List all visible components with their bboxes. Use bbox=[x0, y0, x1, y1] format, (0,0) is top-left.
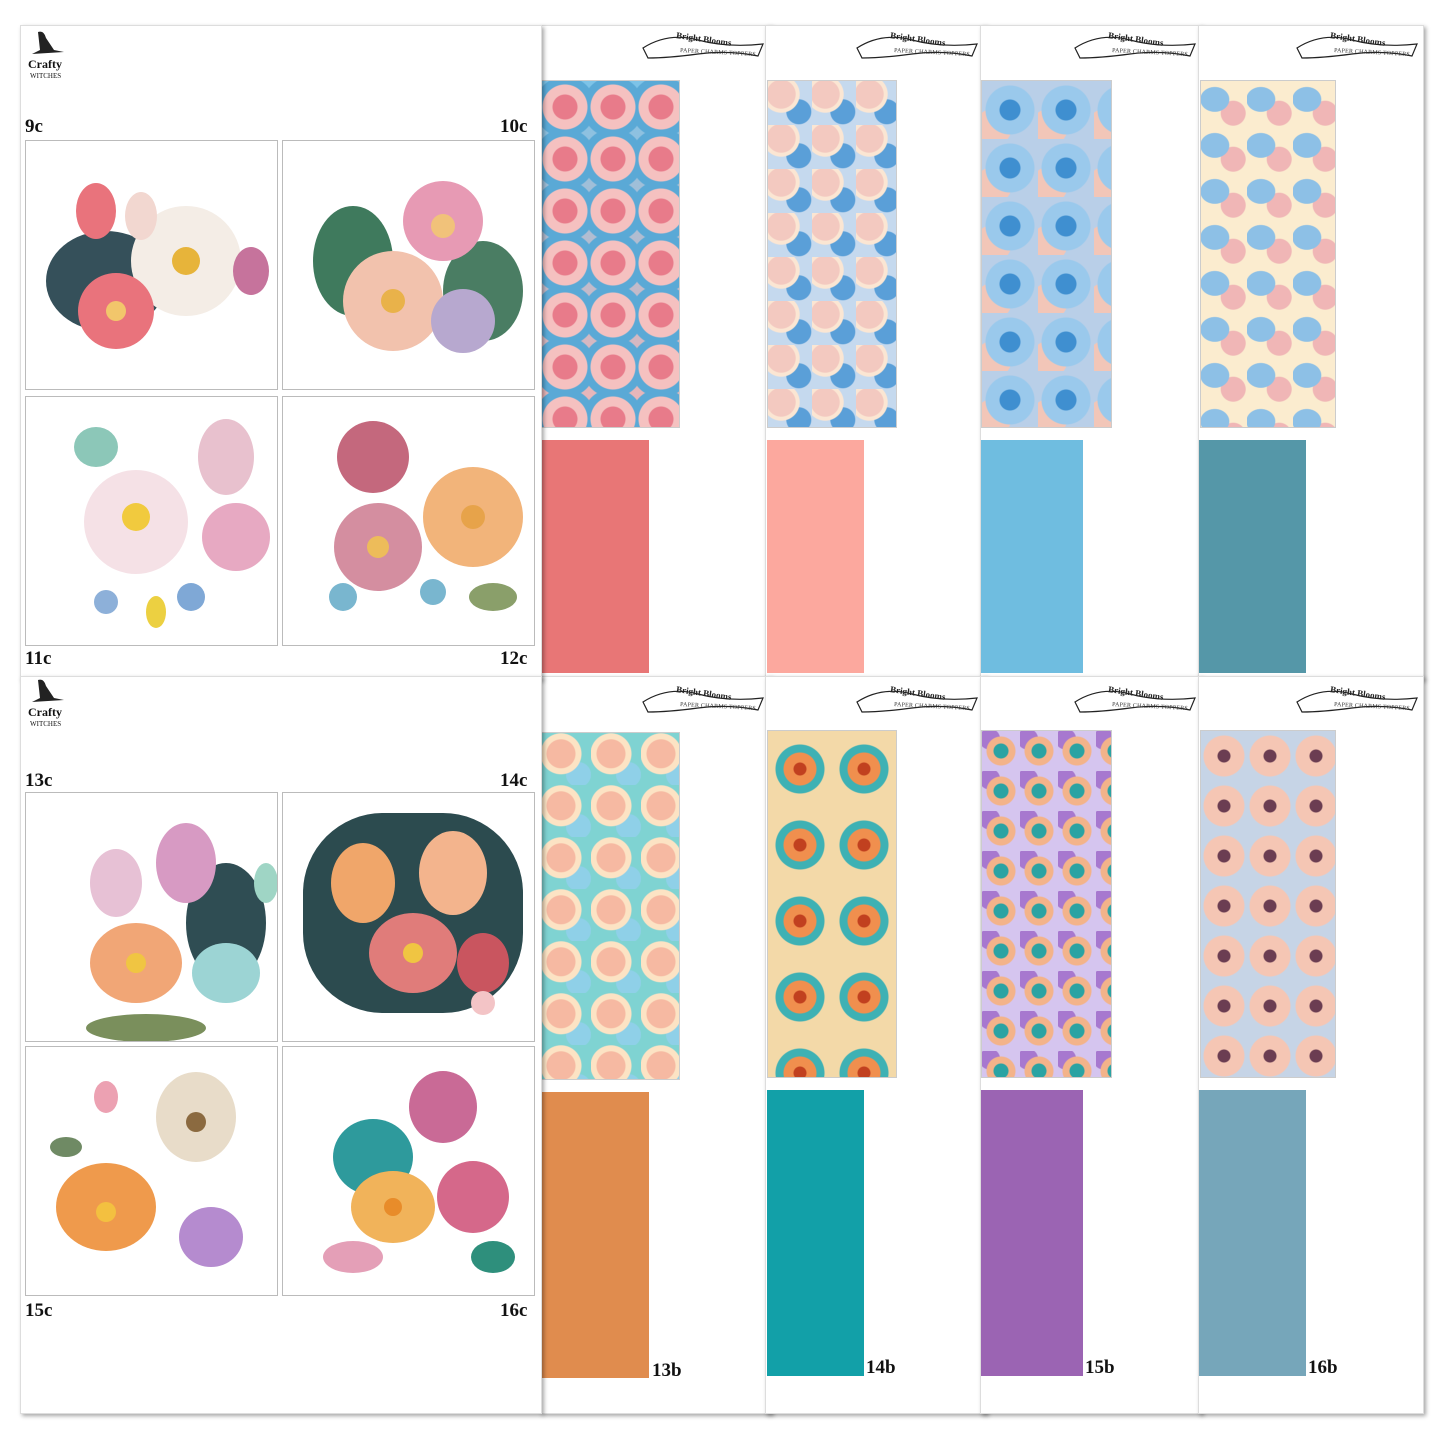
svg-text:Crafty: Crafty bbox=[28, 705, 62, 719]
flower-bouquet-tile bbox=[282, 140, 535, 390]
floral-pattern-strip bbox=[767, 80, 897, 428]
flower-bouquet-tile bbox=[25, 396, 278, 646]
flower-bouquet-tile bbox=[25, 792, 278, 1042]
flower-bouquet-tile bbox=[282, 792, 535, 1042]
tile-label: 11c bbox=[25, 648, 52, 669]
flower-bouquet-tile bbox=[25, 140, 278, 390]
color-swatch bbox=[1199, 1090, 1306, 1376]
strip-label: 15b bbox=[1085, 1357, 1115, 1378]
color-swatch bbox=[767, 1090, 864, 1376]
floral-pattern-strip bbox=[540, 80, 680, 428]
tile-label: 12c bbox=[500, 648, 528, 669]
tile-label: 13c bbox=[25, 770, 53, 791]
svg-text:Crafty: Crafty bbox=[28, 57, 62, 71]
floral-pattern-strip bbox=[767, 730, 897, 1078]
strip-label: 16b bbox=[1308, 1357, 1338, 1378]
strip-label: 13b bbox=[652, 1360, 682, 1381]
floral-pattern-strip bbox=[1200, 730, 1336, 1078]
flower-bouquet-tile bbox=[282, 396, 535, 646]
crafty-witches-logo: Crafty WITCHES bbox=[24, 28, 72, 84]
flower-bouquet-tile bbox=[25, 1046, 278, 1296]
color-swatch bbox=[541, 1092, 649, 1378]
tile-label: 15c bbox=[25, 1300, 53, 1321]
floral-pattern-strip bbox=[1200, 80, 1336, 428]
color-swatch bbox=[981, 1090, 1083, 1376]
topper-sheet-bottom bbox=[20, 676, 542, 1414]
tile-label: 9c bbox=[25, 116, 43, 137]
crafty-witches-logo: Crafty WITCHES bbox=[24, 676, 72, 732]
color-swatch bbox=[1199, 440, 1306, 673]
color-swatch bbox=[767, 440, 864, 673]
color-swatch bbox=[541, 440, 649, 673]
tile-label: 14c bbox=[500, 770, 528, 791]
tile-label: 16c bbox=[500, 1300, 528, 1321]
floral-pattern-strip bbox=[540, 732, 680, 1080]
tile-label: 10c bbox=[500, 116, 528, 137]
svg-text:WITCHES: WITCHES bbox=[30, 72, 61, 80]
floral-pattern-strip bbox=[981, 80, 1112, 428]
strip-label: 14b bbox=[866, 1357, 896, 1378]
svg-text:WITCHES: WITCHES bbox=[30, 720, 61, 728]
flower-bouquet-tile bbox=[282, 1046, 535, 1296]
color-swatch bbox=[981, 440, 1083, 673]
floral-pattern-strip bbox=[981, 730, 1112, 1078]
